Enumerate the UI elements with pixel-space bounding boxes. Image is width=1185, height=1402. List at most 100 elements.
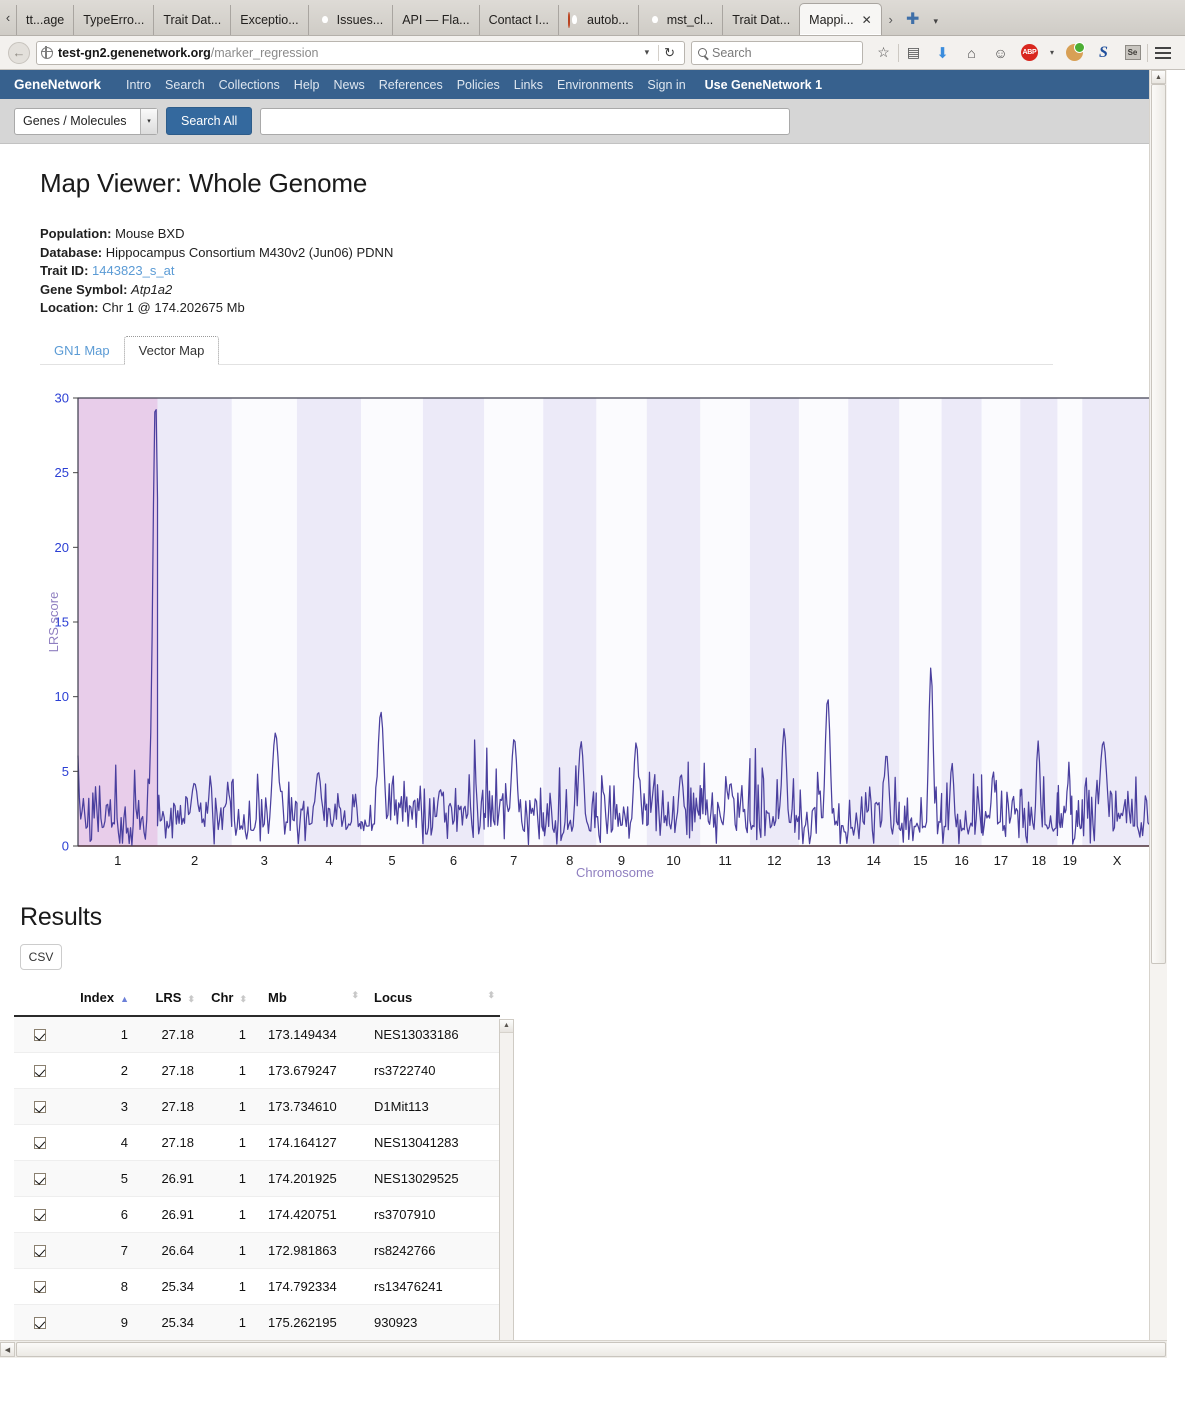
row-checkbox-cell[interactable] — [14, 1052, 58, 1089]
row-checkbox[interactable] — [34, 1245, 46, 1258]
tab-vector-map[interactable]: Vector Map — [123, 335, 220, 365]
table-row[interactable]: 4 27.18 1 174.164127 NES13041283 — [14, 1124, 500, 1161]
sort-both-icon[interactable]: ⬍ — [239, 993, 247, 1004]
tab-gn1-map[interactable]: GN1 Map — [54, 342, 110, 358]
browser-tab-6[interactable]: API — Fla... — [392, 5, 478, 35]
sort-both-icon[interactable]: ⬍ — [187, 993, 195, 1004]
browser-tab-10[interactable]: Trait Dat... — [722, 5, 799, 35]
col-header-locus[interactable]: Locus ⬍ — [364, 985, 500, 1017]
browser-tab-7[interactable]: Contact I... — [478, 5, 558, 35]
col-header-chr[interactable]: Chr ⬍ — [200, 985, 252, 1017]
nav-link-environments[interactable]: Environments — [556, 77, 634, 92]
search-category-select[interactable]: Genes / Molecules ▾ — [14, 107, 158, 135]
nav-link-help[interactable]: Help — [293, 77, 320, 92]
list-all-tabs-icon[interactable]: › — [888, 12, 893, 27]
sort-asc-icon[interactable]: ▲ — [120, 993, 129, 1004]
nav-link-policies[interactable]: Policies — [456, 77, 500, 92]
row-checkbox[interactable] — [34, 1209, 46, 1222]
downloads-icon[interactable]: ⬇ — [936, 44, 949, 62]
row-checkbox-cell[interactable] — [14, 1015, 58, 1053]
row-checkbox[interactable] — [34, 1173, 46, 1186]
table-row[interactable]: 8 25.34 1 174.792334 rs13476241 — [14, 1268, 500, 1305]
search-input[interactable] — [260, 107, 791, 135]
table-row[interactable]: 7 26.64 1 172.981863 rs8242766 — [14, 1232, 500, 1269]
page-horizontal-scrollbar[interactable]: ◀ — [0, 1340, 1167, 1358]
chevron-down-icon[interactable]: ▾ — [933, 16, 938, 26]
nav-link-references[interactable]: References — [378, 77, 443, 92]
row-checkbox-cell[interactable] — [14, 1268, 58, 1305]
nav-link-news[interactable]: News — [333, 77, 365, 92]
vertical-scroll-thumb[interactable] — [1151, 84, 1166, 964]
row-checkbox[interactable] — [34, 1281, 46, 1294]
browser-search-input[interactable]: Search — [691, 40, 863, 65]
adblock-dropdown-icon[interactable]: ▾ — [1049, 48, 1054, 57]
row-checkbox-cell[interactable] — [14, 1196, 58, 1233]
use-genenetwork-1-link[interactable]: Use GeneNetwork 1 — [704, 77, 823, 92]
browser-tab-label: Issues... — [336, 13, 384, 27]
new-tab-icon[interactable]: ✚ — [906, 11, 920, 28]
search-all-button[interactable]: Search All — [166, 107, 253, 135]
browser-tab-4[interactable]: Exceptio... — [230, 5, 307, 35]
chevron-down-icon[interactable]: ▾ — [140, 108, 157, 134]
menu-icon[interactable] — [1148, 40, 1177, 66]
genome-map-chart[interactable]: 0 5 10 15 20 25 30 LRS score 1 2 3 4 5 6 7 8 9 10 11 12 13… — [40, 393, 1155, 883]
chat-icon[interactable]: ☺ — [993, 44, 1008, 61]
nav-link-intro[interactable]: Intro — [126, 77, 152, 92]
reload-icon[interactable]: ↻ — [658, 44, 680, 61]
adblock-plus-icon[interactable]: ABP — [1015, 40, 1044, 66]
reading-list-icon[interactable]: ▤ — [906, 44, 921, 60]
close-icon[interactable]: ✕ — [861, 12, 872, 27]
trait-id-link[interactable]: 1443823_s_at — [92, 263, 175, 278]
page-vertical-scrollbar[interactable]: ▲ ▼ — [1149, 70, 1167, 1358]
nav-link-signin[interactable]: Sign in — [647, 77, 686, 92]
row-checkbox-cell[interactable] — [14, 1232, 58, 1269]
cookie-manager-icon[interactable] — [1060, 40, 1089, 66]
bookmark-star-icon[interactable]: ☆ — [877, 44, 890, 60]
table-row[interactable]: 6 26.91 1 174.420751 rs3707910 — [14, 1196, 500, 1233]
row-checkbox-cell[interactable] — [14, 1124, 58, 1161]
sort-both-icon[interactable]: ⬍ — [487, 989, 495, 1000]
nav-link-collections[interactable]: Collections — [218, 77, 280, 92]
scroll-up-icon[interactable]: ▲ — [500, 1019, 513, 1033]
scroll-up-button[interactable]: ▲ — [1151, 70, 1166, 84]
site-brand[interactable]: GeneNetwork — [14, 77, 102, 92]
horizontal-scroll-thumb[interactable] — [16, 1342, 1166, 1357]
results-table-scrollbar[interactable]: ▲ — [499, 1018, 514, 1358]
table-row[interactable]: 9 25.34 1 175.262195 930923 — [14, 1304, 500, 1341]
row-checkbox[interactable] — [34, 1137, 46, 1150]
nav-link-links[interactable]: Links — [513, 77, 543, 92]
table-row[interactable]: 3 27.18 1 173.734610 D1Mit113 — [14, 1088, 500, 1125]
table-row[interactable]: 5 26.91 1 174.201925 NES13029525 — [14, 1160, 500, 1197]
browser-tab-1[interactable]: tt...age — [16, 5, 73, 35]
scroll-left-button[interactable]: ◀ — [0, 1342, 15, 1357]
browser-tab-8[interactable]: autob... — [558, 5, 638, 35]
row-checkbox-cell[interactable] — [14, 1304, 58, 1341]
chevron-down-icon[interactable]: ▾ — [644, 47, 650, 57]
col-header-index[interactable]: Index ▲ — [58, 985, 134, 1017]
home-icon[interactable]: ⌂ — [967, 44, 976, 61]
tab-scroll-left-button[interactable]: ‹ — [5, 9, 11, 25]
row-checkbox-cell[interactable] — [14, 1160, 58, 1197]
selenium-ide-icon[interactable]: Se — [1118, 40, 1147, 66]
row-checkbox[interactable] — [34, 1029, 46, 1042]
url-bar[interactable]: test-gn2.genenetwork.org/marker_regressi… — [36, 40, 685, 65]
back-button[interactable]: ← — [8, 41, 30, 64]
nav-link-search[interactable]: Search — [165, 77, 205, 92]
browser-tab-11-active[interactable]: Mappi... ✕ — [799, 3, 882, 35]
row-checkbox[interactable] — [34, 1065, 46, 1078]
browser-tab-2[interactable]: TypeErro... — [73, 5, 153, 35]
browser-tab-3[interactable]: Trait Dat... — [153, 5, 230, 35]
scrapbook-icon[interactable]: S — [1089, 40, 1118, 66]
csv-export-button[interactable]: CSV — [20, 943, 62, 970]
row-checkbox[interactable] — [34, 1101, 46, 1114]
row-checkbox-cell[interactable] — [14, 1088, 58, 1125]
row-checkbox[interactable] — [34, 1317, 46, 1330]
table-row[interactable]: 2 27.18 1 173.679247 rs3722740 — [14, 1052, 500, 1089]
table-row[interactable]: 1 27.18 1 173.149434 NES13033186 — [14, 1015, 500, 1053]
col-header-lrs[interactable]: LRS ⬍ — [134, 985, 200, 1017]
col-header-mb[interactable]: Mb ⬍ — [252, 985, 364, 1017]
browser-tab-5[interactable]: Issues... — [307, 5, 393, 35]
y-tick-label: 5 — [62, 763, 69, 778]
browser-tab-9[interactable]: mst_cl... — [637, 5, 723, 35]
sort-both-icon[interactable]: ⬍ — [351, 989, 359, 1000]
